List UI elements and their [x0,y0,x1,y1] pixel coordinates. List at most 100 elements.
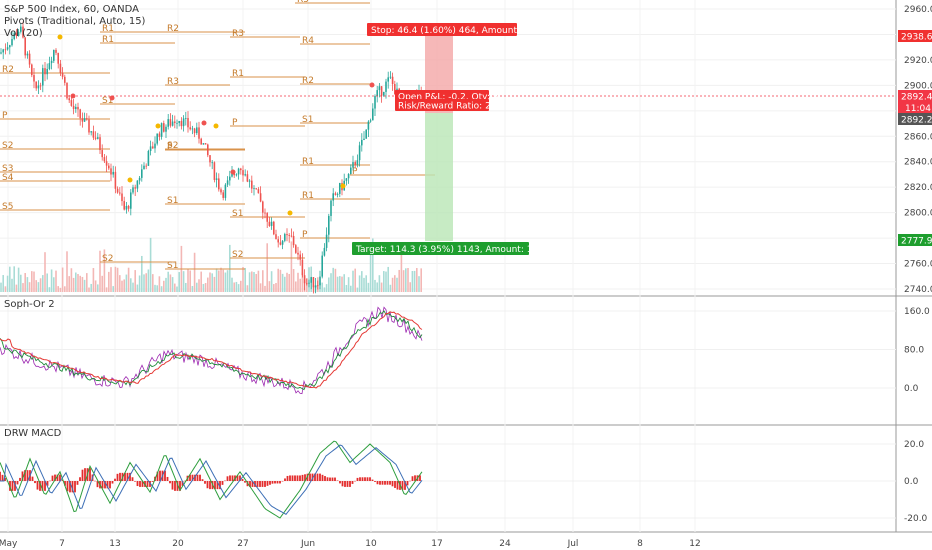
candle-body [372,108,374,121]
candle-body [363,138,365,140]
macd-hist-bar [384,481,386,485]
price-tick-label: 2820.0 [904,183,932,193]
price-tick-label: 2840.0 [904,158,932,168]
rr-box[interactable] [395,99,489,111]
volume-bar [94,280,97,292]
macd-hist-bar [326,477,329,481]
candle-body [112,171,114,175]
volume-bar [383,271,385,292]
volume-bar [218,270,220,292]
volume-bar [127,267,130,292]
macd-hist-bar [71,481,74,493]
candle-body [174,121,176,123]
candle-body [297,252,299,255]
volume-bar [229,244,231,292]
candle-body [350,167,352,175]
candle-body [211,162,213,164]
time-tick-label: Jul [567,539,579,549]
pivot-label: R5 [297,0,309,5]
volume-bar [17,267,20,292]
stop-label-box[interactable] [367,23,517,36]
volume-bar [347,277,350,292]
pivot-label: P [232,118,238,128]
candle-body [308,282,310,284]
macd-hist-bar [136,481,139,487]
volume-bar [257,270,260,292]
volume-bar [378,275,381,292]
pivot-label: P [2,111,8,121]
volume-bar [325,284,328,292]
countdown: 11:04 [905,104,931,114]
target-zone[interactable] [425,113,453,241]
macd-hist-bar [114,478,116,481]
volume-bar [402,270,405,292]
macd-title[interactable]: DRW MACD [4,428,62,439]
macd-hist-bar [281,480,284,482]
volume-bar [13,266,15,292]
candle-body [55,49,57,53]
macd-hist-bar [201,479,204,481]
macd-hist-bar [414,475,416,481]
candle-body [281,240,284,245]
volume-bar [336,276,339,292]
candle-body [26,53,29,56]
time-tick-label: May [0,539,18,549]
candle-body [262,201,264,213]
volume-bar [167,271,169,292]
osc-title[interactable]: Soph-Or 2 [4,299,55,310]
macd-hist-bar [119,472,121,481]
signal-dot [201,120,207,126]
time-tick-label: Jun [300,539,315,549]
macd-hist-bar [419,475,421,481]
volume-bar [105,287,108,292]
macd-hist-bar [236,475,239,481]
volume-bar [174,283,176,292]
time-tick-label: 24 [499,539,511,549]
candle-body [345,178,348,181]
volume-bar [187,268,189,292]
candle-body [143,165,145,170]
macd-hist-bar [84,468,86,481]
pivot-label: S1 [302,115,313,125]
volume-bar [215,268,218,292]
candle-body [391,76,394,85]
candle-body [270,221,273,226]
volume-bar [196,282,198,292]
volume-bar [44,252,46,292]
volume-bar [244,267,246,292]
macd-hist-bar [179,481,181,491]
target-label-box[interactable] [352,242,529,255]
candle-body [290,235,293,237]
time-tick-label: 8 [637,539,643,549]
macd-hist-bar [304,474,306,481]
macd-hist-bar [96,481,99,488]
indicator-pivots-legend[interactable]: Pivots (Traditional, Auto, 15) [4,16,146,27]
volume-bar [59,287,62,292]
candle-body [75,106,77,110]
volume-bar [55,270,57,292]
time-axis[interactable]: May 7 13 20 27 Jun 10 17 24 Jul 8 12 [0,539,701,549]
macd-hist-bar [156,471,159,481]
macd-hist-bar [0,471,1,481]
stop-price: 2938.6 [901,33,932,43]
macd-hist-bar [271,481,274,484]
macd-hist-bar [314,473,316,481]
macd-hist-bar [381,481,384,485]
candle-body [147,150,150,166]
macd-hist-bar [261,481,264,487]
candle-body [325,234,328,248]
macd-hist-bar [279,481,281,484]
macd-hist-bar [336,480,339,481]
candles [0,21,422,294]
candle-body [198,127,200,139]
indicator-vol-legend[interactable]: Vol (20) [4,28,43,39]
pivot-label: R2 [302,76,314,86]
candle-body [191,128,194,130]
macd-hist-bar [259,481,261,487]
symbol-title[interactable]: S&P 500 Index, 60, OANDA [4,4,139,15]
candle-body [11,38,13,46]
macd-hist-bar [124,472,126,481]
candle-body [358,145,361,161]
candle-body [259,193,262,202]
